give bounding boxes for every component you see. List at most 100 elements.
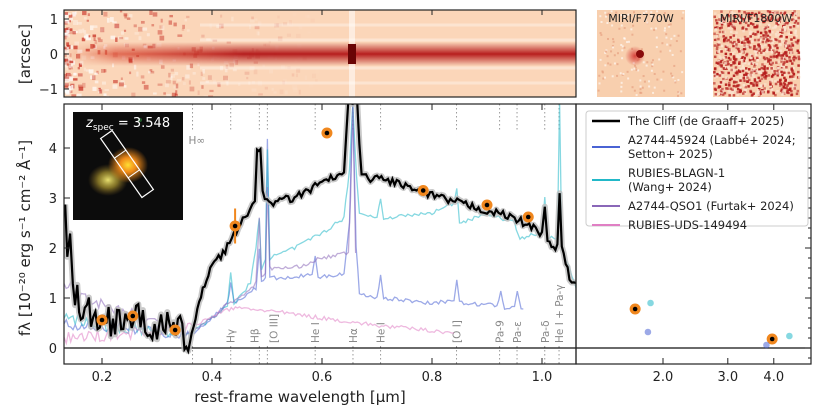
cutout-noise-pixel	[782, 52, 786, 56]
cutout-noise-pixel	[759, 84, 762, 88]
cutout-noise-pixel	[742, 51, 745, 54]
legend-label: Setton+ 2025)	[628, 147, 713, 161]
2d-spectrum-noise-pixel	[161, 25, 165, 31]
cutout-noise-pixel	[786, 84, 789, 87]
cutout-noise-pixel	[797, 70, 800, 74]
cutout-noise-pixel	[662, 70, 665, 73]
cutout-noise-pixel	[720, 44, 724, 48]
cutout-noise-pixel	[729, 90, 732, 94]
2d-spectrum-noise-pixel	[189, 86, 195, 92]
cutout-noise-pixel	[715, 61, 719, 65]
cutout-noise-pixel	[790, 68, 793, 71]
cutout-noise-pixel	[639, 91, 642, 94]
2d-spectrum-noise-pixel	[287, 21, 291, 25]
cutout-noise-pixel	[623, 37, 626, 40]
cutout-noise-pixel	[727, 90, 730, 93]
2d-spectrum-noise-pixel	[85, 33, 89, 37]
cutout-noise-pixel	[750, 62, 754, 65]
cutout-noise-pixel	[775, 44, 778, 47]
cutout-noise-pixel	[795, 13, 799, 16]
2d-spectrum-noise-pixel	[216, 24, 222, 28]
cutout-noise-pixel	[722, 66, 726, 70]
2d-spectrum-noise-pixel	[186, 15, 190, 19]
cutout-noise-pixel	[650, 11, 653, 14]
cutout-noise-pixel	[655, 36, 658, 39]
cutout-noise-pixel	[788, 56, 791, 59]
cutout-noise-pixel	[653, 86, 656, 89]
cutout-label: MIRI/F1800W	[720, 12, 793, 25]
2d-spectrum-noise-pixel	[170, 68, 175, 72]
cutout-noise-pixel	[650, 27, 653, 30]
cutout-noise-pixel	[767, 58, 770, 61]
cutout-noise-pixel	[768, 29, 771, 33]
cutout-noise-pixel	[733, 40, 736, 44]
cutout-noise-pixel	[721, 15, 724, 19]
cutout-noise-pixel	[769, 85, 772, 88]
cutout-noise-pixel	[729, 87, 733, 90]
cutout-noise-pixel	[724, 62, 727, 65]
cutout-noise-pixel	[729, 36, 732, 39]
cutout-noise-pixel	[764, 40, 768, 44]
2d-spectrum-noise-pixel	[133, 64, 137, 70]
cutout-noise-pixel	[607, 37, 610, 40]
cutout-noise-pixel	[611, 24, 614, 27]
cutout-noise-pixel	[767, 23, 771, 27]
2d-spectrum-noise-pixel	[165, 80, 171, 84]
2d-spectrum-noise-pixel	[308, 84, 314, 88]
2d-spectrum-noise-pixel	[121, 31, 124, 35]
cutout-noise-pixel	[773, 44, 776, 48]
2d-spectrum-noise-pixel	[66, 73, 70, 78]
cutout-noise-pixel	[741, 27, 744, 30]
2d-spectrum-noise-pixel	[249, 66, 255, 71]
cutout-noise-pixel	[729, 40, 732, 44]
cutout-noise-pixel	[755, 71, 758, 75]
cutout-noise-pixel	[715, 35, 719, 38]
cutout-noise-pixel	[733, 12, 737, 16]
cutout-noise-pixel	[771, 37, 774, 41]
2d-spectrum-noise-pixel	[66, 30, 70, 33]
cutout-noise-pixel	[676, 94, 679, 97]
cutout-noise-pixel	[769, 80, 772, 84]
photometry-point-center	[130, 313, 136, 319]
2d-spectrum-noise-pixel	[133, 24, 137, 28]
cutout-noise-pixel	[789, 31, 793, 34]
cutout-noise-pixel	[646, 21, 649, 24]
2d-spectrum-noise-pixel	[186, 65, 191, 70]
cutout-noise-pixel	[739, 79, 742, 82]
cutout-noise-pixel	[759, 23, 762, 26]
cutout-noise-pixel	[738, 37, 741, 41]
cutout-noise-pixel	[779, 49, 782, 53]
y-tick-label: 4	[49, 142, 57, 157]
cutout-noise-pixel	[781, 40, 785, 44]
cutout-noise-pixel	[764, 77, 767, 80]
cutout-noise-pixel	[763, 75, 766, 79]
2d-spectrum-noise-pixel	[73, 78, 78, 81]
2d-spectrum-noise-pixel	[84, 35, 89, 39]
cutout-noise-pixel	[643, 80, 646, 83]
cutout-noise-pixel	[794, 31, 797, 35]
cutout-noise-pixel	[724, 45, 728, 48]
cutout-noise-pixel	[719, 92, 722, 96]
cutout-noise-pixel	[789, 77, 792, 81]
cutout-noise-pixel	[791, 44, 795, 47]
2d-spectrum-noise-pixel	[110, 35, 116, 40]
cutout-noise-pixel	[725, 13, 728, 17]
cutout-noise-pixel	[759, 31, 763, 35]
2d-spectrum-noise-pixel	[192, 71, 196, 75]
cutout-noise-pixel	[733, 27, 736, 31]
2d-spectrum-noise-pixel	[118, 82, 124, 87]
photometry-point-center	[484, 202, 490, 208]
cutout-noise-pixel	[739, 73, 743, 76]
x-tick-label: 1.0	[532, 370, 553, 385]
emission-line-label: [O I]	[452, 320, 464, 343]
miri-f1800w-cutout: MIRI/F1800W	[713, 10, 801, 97]
cutout-noise-pixel	[792, 58, 796, 62]
photometry-point-center	[172, 327, 178, 333]
cutout-noise-pixel	[743, 41, 746, 45]
cutout-noise-pixel	[605, 49, 608, 52]
2d-spectrum-noise-pixel	[185, 74, 190, 79]
cutout-noise-pixel	[769, 55, 773, 59]
cutout-noise-pixel	[620, 90, 623, 93]
2d-spectrum-noise-pixel	[288, 20, 292, 25]
cutout-noise-pixel	[769, 46, 772, 49]
